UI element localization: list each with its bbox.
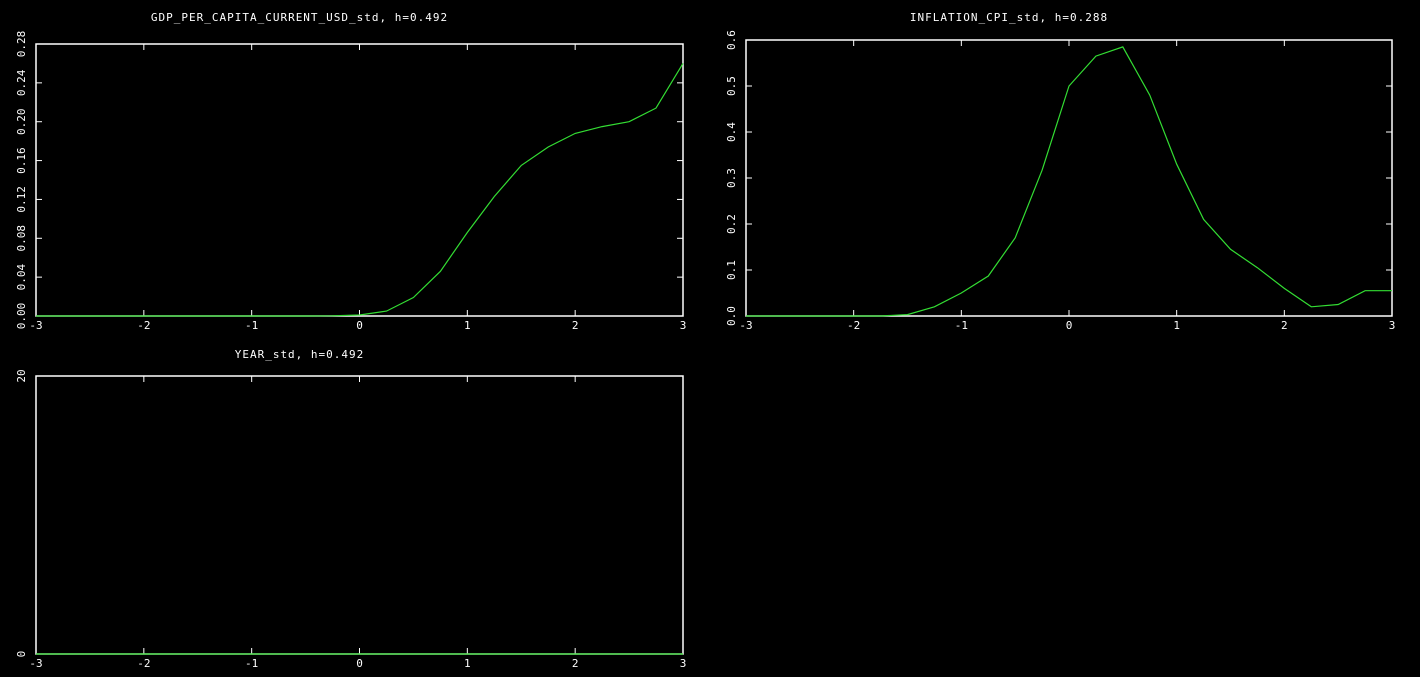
x-tick-label: 2 xyxy=(572,657,579,670)
density-line xyxy=(746,46,1392,317)
x-tick-label: 0 xyxy=(356,319,363,332)
x-tick-label: -3 xyxy=(29,657,42,670)
y-tick-label: 0.3 xyxy=(725,168,738,188)
x-tick-label: 3 xyxy=(680,657,687,670)
y-tick-label: 0.0 xyxy=(725,306,738,326)
x-tick-label: -1 xyxy=(245,319,258,332)
x-tick-label: 3 xyxy=(1389,319,1396,332)
x-tick-label: -1 xyxy=(955,319,968,332)
x-tick-label: -1 xyxy=(245,657,258,670)
y-tick-label: 0.04 xyxy=(15,264,28,291)
y-tick-label: 0.28 xyxy=(15,31,28,58)
y-tick-label: 0.2 xyxy=(725,214,738,234)
x-tick-label: 3 xyxy=(680,319,687,332)
y-tick-label: 0.4 xyxy=(725,122,738,142)
x-tick-label: -2 xyxy=(847,319,860,332)
y-tick-label: 0.1 xyxy=(725,260,738,280)
chart-title: GDP_PER_CAPITA_CURRENT_USD_std, h=0.492 xyxy=(151,11,448,24)
x-tick-label: -2 xyxy=(137,657,150,670)
x-tick-label: 1 xyxy=(1173,319,1180,332)
x-tick-label: 1 xyxy=(464,319,471,332)
x-tick-label: -3 xyxy=(739,319,752,332)
y-tick-label: 0 xyxy=(15,651,28,658)
x-tick-label: 1 xyxy=(464,657,471,670)
x-tick-label: -3 xyxy=(29,319,42,332)
chart-title: YEAR_std, h=0.492 xyxy=(235,348,365,361)
x-tick-label: 2 xyxy=(572,319,579,332)
y-tick-label: 0.00 xyxy=(15,303,28,330)
y-tick-label: 0.12 xyxy=(15,186,28,213)
y-tick-label: 0.6 xyxy=(725,30,738,50)
chart-title: INFLATION_CPI_std, h=0.288 xyxy=(910,11,1108,24)
y-tick-label: 0.24 xyxy=(15,69,28,96)
plot-frame xyxy=(35,43,684,317)
y-tick-label: 0.16 xyxy=(15,147,28,174)
y-tick-label: 0.20 xyxy=(15,108,28,135)
x-tick-label: 2 xyxy=(1281,319,1288,332)
y-tick-label: 20 xyxy=(15,369,28,382)
plot-frame xyxy=(35,375,684,655)
x-tick-label: 0 xyxy=(356,657,363,670)
x-tick-label: -2 xyxy=(137,319,150,332)
y-tick-label: 0.08 xyxy=(15,225,28,252)
plot-frame xyxy=(745,39,1393,317)
density-line xyxy=(36,63,684,317)
y-tick-label: 0.5 xyxy=(725,76,738,96)
x-tick-label: 0 xyxy=(1066,319,1073,332)
